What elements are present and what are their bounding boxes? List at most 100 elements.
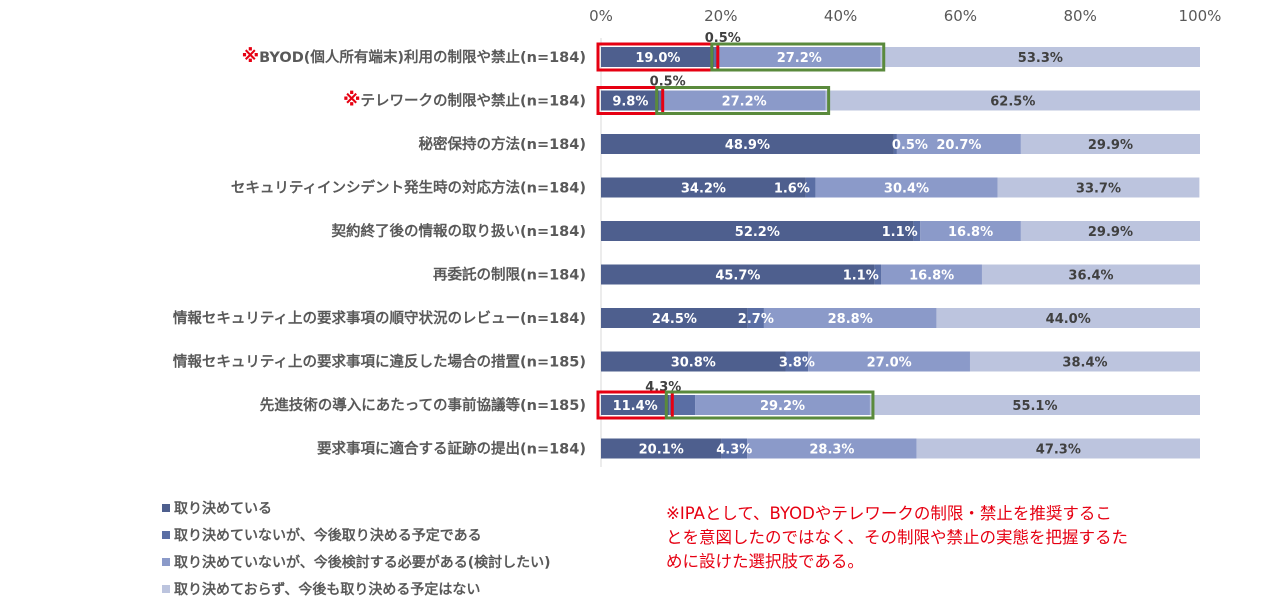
bar-segment: [601, 264, 875, 285]
legend: 取り決めている取り決めていないが、今後取り決める予定である取り決めていないが、今…: [162, 494, 551, 602]
category-text: 先進技術の導入にあたっての事前協議等(n=185): [260, 396, 586, 414]
bar-segment: [825, 90, 1200, 111]
bar-segment: [601, 438, 722, 459]
data-label: 3.8%: [779, 356, 815, 371]
highlight-box: [596, 86, 665, 115]
data-label: 27.2%: [722, 95, 767, 110]
bar-segment: [659, 90, 663, 111]
legend-swatch: [162, 557, 170, 566]
legend-label: 取り決めている: [174, 500, 272, 517]
bar-segment: [717, 47, 881, 67]
bar-segment: [881, 264, 982, 285]
note-mark: ※: [343, 90, 361, 111]
data-label: 20.1%: [639, 443, 684, 458]
bar-segment: [721, 438, 748, 459]
data-label: 9.8%: [612, 95, 648, 110]
bar-segment: [874, 264, 882, 285]
bar-segment: [785, 351, 809, 372]
data-label: 55.1%: [1012, 399, 1057, 414]
legend-label: 取り決めていないが、今後取り決める予定である: [174, 527, 482, 544]
bar-segment: [893, 134, 897, 154]
bar-segment: [601, 134, 894, 154]
data-label: 1.6%: [774, 182, 810, 197]
bar-segment: [601, 90, 660, 111]
data-label: 45.7%: [715, 269, 760, 284]
bar-segment: [880, 47, 1200, 67]
data-label: 30.8%: [671, 356, 716, 371]
x-tick-label: 0%: [589, 7, 613, 25]
data-label: 16.8%: [948, 225, 993, 240]
bar-segment: [601, 395, 670, 415]
category-text: 再委託の制限(n=184): [433, 266, 586, 284]
data-label: 27.0%: [867, 356, 912, 371]
data-label: 38.4%: [1062, 356, 1107, 371]
category-text: 情報セキュリティ上の要求事項の順守状況のレビュー(n=184): [173, 309, 586, 327]
category-label: ※BYOD(個人所有端末)利用の制限や禁止(n=184): [242, 46, 586, 67]
bar-segment: [805, 177, 816, 198]
highlight-box: [596, 390, 674, 420]
bar-segment: [601, 221, 914, 241]
bar-segment: [913, 221, 921, 241]
category-text: 情報セキュリティ上の要求事項に違反した場合の措置(n=185): [173, 353, 586, 371]
data-label: 0.5%: [650, 75, 686, 90]
category-label: 先進技術の導入にあたっての事前協議等(n=185): [260, 396, 586, 414]
legend-label: 取り決めていないが、今後検討する必要がある(検討したい): [174, 554, 551, 571]
bar-segment: [808, 351, 970, 372]
bar-segment: [920, 221, 1021, 241]
data-label: 1.1%: [882, 225, 918, 240]
data-label: 30.4%: [884, 182, 929, 197]
data-label: 28.8%: [828, 312, 873, 327]
x-tick-label: 40%: [824, 7, 857, 25]
bar-segment: [997, 177, 1200, 198]
bar-segment: [662, 90, 826, 111]
bar-segment: [714, 47, 718, 67]
x-tick-label: 20%: [704, 7, 737, 25]
data-label: 34.2%: [681, 182, 726, 197]
data-label: 47.3%: [1036, 443, 1081, 458]
bar-segment: [601, 351, 786, 372]
legend-item: 取り決めておらず、今後も取り決める予定はない: [162, 575, 551, 602]
category-label: ※テレワークの制限や禁止(n=184): [343, 90, 586, 111]
data-label: 16.8%: [909, 269, 954, 284]
data-label: 48.9%: [725, 138, 770, 153]
highlight-box: [655, 86, 831, 115]
note-mark: ※: [242, 46, 260, 67]
bar-segment: [601, 308, 748, 328]
bar-segment: [1020, 221, 1200, 241]
highlight-box: [596, 42, 720, 72]
bar-segment: [747, 438, 917, 459]
data-label: 19.0%: [635, 51, 680, 66]
category-label: 契約終了後の情報の取り扱い(n=184): [331, 222, 587, 240]
stacked-bar-chart: 0% 20% 40% 60% 80% 100%※BYOD(個人所有端末)利用の制限や禁止(…: [173, 7, 1221, 467]
legend-item: 取り決めている: [162, 494, 551, 521]
data-label: 4.3%: [716, 443, 752, 458]
category-label: 再委託の制限(n=184): [433, 266, 586, 284]
footnote: ※IPAとして、BYODやテレワークの制限・禁止を推奨するこ とを意図したのでは…: [666, 504, 1128, 571]
bar-segment: [936, 308, 1200, 328]
bar-segment: [601, 47, 715, 67]
data-label: 0.5%: [892, 138, 928, 153]
bar-segment: [896, 134, 1021, 154]
bar-segment: [969, 351, 1200, 372]
bar-segment: [747, 308, 764, 328]
category-label: 秘密保持の方法(n=184): [419, 135, 587, 153]
highlight-box: [664, 390, 875, 420]
category-text: セキュリティインシデント発生時の対応方法(n=184): [231, 179, 586, 197]
legend-swatch: [162, 503, 170, 512]
data-label: 33.7%: [1076, 182, 1121, 197]
category-label: 要求事項に適合する証跡の提出(n=184): [317, 440, 586, 458]
data-label: 36.4%: [1068, 269, 1113, 284]
category-label: セキュリティインシデント発生時の対応方法(n=184): [231, 179, 586, 197]
data-label: 2.7%: [738, 312, 774, 327]
legend-swatch: [162, 584, 170, 593]
data-label: 29.9%: [1088, 138, 1133, 153]
data-label: 0.5%: [705, 31, 741, 46]
data-label: 52.2%: [735, 225, 780, 240]
highlight-box: [710, 42, 886, 72]
category-text: 契約終了後の情報の取り扱い(n=184): [331, 222, 587, 240]
bar-segment: [695, 395, 870, 415]
category-text: テレワークの制限や禁止(n=184): [361, 92, 587, 110]
category-text: 秘密保持の方法(n=184): [419, 135, 587, 153]
bar-segment: [916, 438, 1200, 459]
bar-segment: [981, 264, 1200, 285]
